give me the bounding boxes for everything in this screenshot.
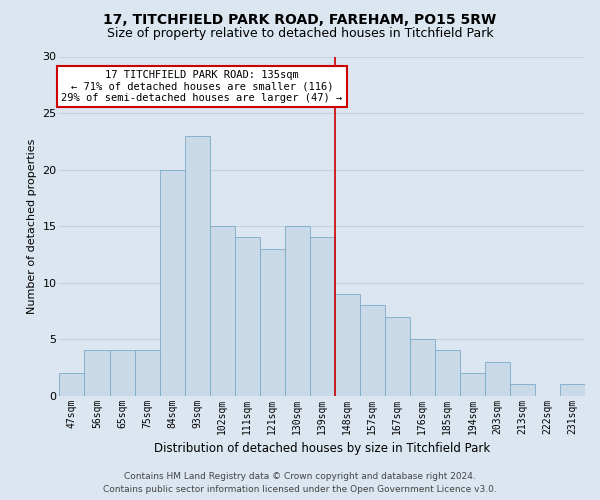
X-axis label: Distribution of detached houses by size in Titchfield Park: Distribution of detached houses by size … [154,442,490,455]
Bar [485,362,510,396]
Bar [235,238,260,396]
Bar [460,373,485,396]
Bar [360,305,385,396]
Bar [160,170,185,396]
Y-axis label: Number of detached properties: Number of detached properties [27,138,37,314]
Bar [85,350,110,396]
Text: Size of property relative to detached houses in Titchfield Park: Size of property relative to detached ho… [107,28,493,40]
Text: 17, TITCHFIELD PARK ROAD, FAREHAM, PO15 5RW: 17, TITCHFIELD PARK ROAD, FAREHAM, PO15 … [103,12,497,26]
Bar [185,136,209,396]
Text: Contains HM Land Registry data © Crown copyright and database right 2024.
Contai: Contains HM Land Registry data © Crown c… [103,472,497,494]
Bar [110,350,134,396]
Bar [209,226,235,396]
Bar [310,238,335,396]
Bar [560,384,585,396]
Text: 17 TITCHFIELD PARK ROAD: 135sqm
← 71% of detached houses are smaller (116)
29% o: 17 TITCHFIELD PARK ROAD: 135sqm ← 71% of… [61,70,343,103]
Bar [59,373,85,396]
Bar [510,384,535,396]
Bar [335,294,360,396]
Bar [260,248,284,396]
Bar [435,350,460,396]
Bar [134,350,160,396]
Bar [410,339,435,396]
Bar [284,226,310,396]
Bar [385,316,410,396]
